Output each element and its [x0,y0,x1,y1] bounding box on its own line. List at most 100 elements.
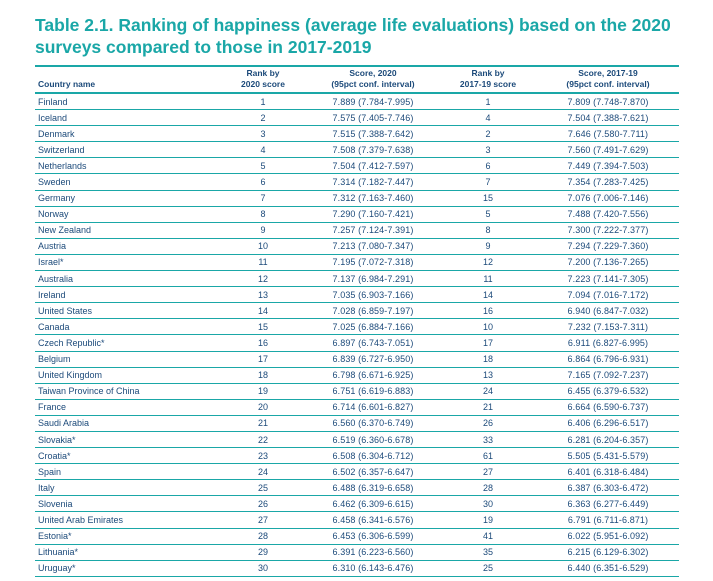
cell-rank-2020: 17 [257,354,268,365]
cell-rank-2017-19: 25 [482,563,493,574]
table-row: Sweden 6 7.314 (7.182-7.447) 7 7.354 (7.283-… [35,174,679,191]
cell-score-2017-19: 6.455 (6.379-6.532) [567,386,649,397]
cell-country: Spain [38,466,62,477]
cell-country: Taiwan Province of China [38,386,140,397]
cell-rank-2020: 7 [260,193,266,204]
cell-rank-2017-19: 18 [482,354,493,365]
cell-score-2017-19: 7.076 (7.006-7.146) [567,193,649,204]
header-country-name: Country name [35,79,218,90]
cell-country: Norway [38,209,69,220]
table-row: Belgium 17 6.839 (6.727-6.950) 18 6.864 (6.7… [35,352,679,368]
cell-country: Austria [38,241,67,252]
cell-country: Italy [38,482,55,493]
cell-score-2017-19: 7.300 (7.222-7.377) [567,225,649,236]
table-row: Iceland 2 7.575 (7.405-7.746) 4 7.504 (7.388… [35,110,679,127]
cell-score-2020: 7.515 (7.388-7.642) [332,128,414,139]
cell-score-2020: 7.508 (7.379-7.638) [332,144,414,155]
cell-country: United States [38,305,93,316]
cell-rank-2020: 3 [260,128,266,139]
cell-country: Sweden [38,177,71,188]
table-title: Table 2.1. Ranking of happiness (average… [35,14,695,58]
cell-score-2020: 7.312 (7.163-7.460) [332,193,414,204]
cell-score-2017-19: 6.864 (6.796-6.931) [567,354,649,365]
cell-score-2017-19: 6.440 (6.351-6.529) [567,563,649,574]
cell-rank-2020: 16 [257,337,268,348]
cell-rank-2017-19: 28 [482,482,493,493]
cell-rank-2020: 5 [260,160,266,171]
cell-rank-2020: 11 [258,257,268,268]
cell-score-2017-19: 6.940 (6.847-7.032) [567,305,649,316]
cell-score-2017-19: 7.354 (7.283-7.425) [567,177,649,188]
cell-rank-2020: 18 [257,370,268,381]
cell-score-2017-19: 7.094 (7.016-7.172) [567,289,649,300]
table-row: Croatia* 23 6.508 (6.304-6.712) 61 5.505 (5.… [35,448,679,465]
table-row: Slovakia* 22 6.519 (6.360-6.678) 33 6.281 (6… [35,432,679,449]
cell-country: United Arab Emirates [38,514,124,525]
cell-rank-2017-19: 8 [485,225,491,236]
table-row: United Arab Emirates 27 6.458 (6.341-6.576… [35,512,679,529]
cell-country: Israel* [38,257,64,268]
cell-country: Australia [38,273,74,284]
header-rank-2017-19-line-2: 2017-19 score [459,79,517,89]
cell-score-2017-19: 7.488 (7.420-7.556) [567,209,649,220]
cell-country: Switzerland [38,144,85,155]
cell-score-2017-19: 7.232 (7.153-7.311) [567,321,649,332]
header-rank-2017-19-line-1: Rank by [471,68,505,78]
cell-rank-2017-19: 26 [482,418,493,429]
cell-score-2020: 6.462 (6.309-6.615) [332,498,414,509]
cell-rank-2017-19: 33 [482,434,493,445]
header-rank-2020-line-1: Rank by [246,68,280,78]
table-row: Slovenia 26 6.462 (6.309-6.615) 30 6.363 (6.… [35,496,679,513]
cell-rank-2017-19: 41 [482,531,493,542]
cell-score-2020: 7.504 (7.412-7.597) [332,160,414,171]
cell-rank-2020: 9 [260,225,266,236]
cell-country: Belgium [38,354,71,365]
table-row: Australia 12 7.137 (6.984-7.291) 11 7.223 (7… [35,271,679,288]
cell-rank-2020: 21 [257,418,268,429]
cell-score-2020: 6.502 (6.357-6.647) [332,466,414,477]
cell-rank-2017-19: 21 [482,402,493,413]
cell-rank-2020: 24 [257,466,268,477]
cell-country: Iceland [38,112,68,123]
cell-score-2017-19: 6.911 (6.827-6.995) [567,337,649,348]
header-score-2017-19-line-2: (95pct conf. interval) [566,79,650,89]
cell-country: Estonia* [38,531,72,542]
table-row: Lithuania* 29 6.391 (6.223-6.560) 35 6.215 (… [35,545,679,561]
cell-score-2020: 6.453 (6.306-6.599) [332,531,414,542]
cell-rank-2017-19: 24 [482,386,493,397]
cell-rank-2020: 8 [260,209,266,220]
cell-rank-2017-19: 7 [485,177,491,188]
cell-rank-2017-19: 6 [485,160,491,171]
table-row: United Kingdom 18 6.798 (6.671-6.925) 13 7.1… [35,368,679,384]
header-score-2017-19-line-1: Score, 2017-19 [578,68,638,78]
cell-score-2020: 7.025 (6.884-7.166) [332,321,414,332]
cell-rank-2020: 23 [257,450,268,461]
cell-rank-2020: 19 [257,386,268,397]
cell-rank-2020: 29 [257,547,268,558]
table-row: Switzerland 4 7.508 (7.379-7.638) 3 7.560 (7… [35,142,679,159]
cell-score-2017-19: 7.165 (7.092-7.237) [567,370,649,381]
cell-country: Denmark [38,128,75,139]
table-row: New Zealand 9 7.257 (7.124-7.391) 8 7.300 (7… [35,223,679,239]
cell-rank-2017-19: 16 [482,305,493,316]
happiness-ranking-table: Country name Rank by 2020 score Score, 2… [35,65,679,577]
cell-rank-2020: 2 [260,112,266,123]
cell-country: Netherlands [38,160,87,171]
cell-rank-2017-19: 2 [485,128,491,139]
cell-rank-2017-19: 10 [482,321,493,332]
cell-score-2020: 7.290 (7.160-7.421) [332,209,414,220]
table-row: United States 14 7.028 (6.859-7.197) 16 6.94… [35,303,679,320]
cell-rank-2020: 27 [257,514,268,525]
cell-rank-2017-19: 30 [482,498,493,509]
cell-score-2020: 7.889 (7.784-7.995) [332,96,414,107]
header-rank-2020: Rank by 2020 score [218,68,308,90]
cell-rank-2020: 25 [257,482,268,493]
table-title-line-1: Table 2.1. Ranking of happiness (average… [35,15,671,35]
cell-score-2017-19: 7.200 (7.136-7.265) [567,257,649,268]
table-row: Denmark 3 7.515 (7.388-7.642) 2 7.646 (7.580… [35,126,679,143]
table-row: Estonia* 28 6.453 (6.306-6.599) 41 6.022 (5.… [35,529,679,545]
header-score-2017-19: Score, 2017-19 (95pct conf. interval) [538,68,678,90]
cell-country: New Zealand [38,225,92,236]
cell-country: Finland [38,96,68,107]
cell-score-2020: 6.560 (6.370-6.749) [332,418,414,429]
